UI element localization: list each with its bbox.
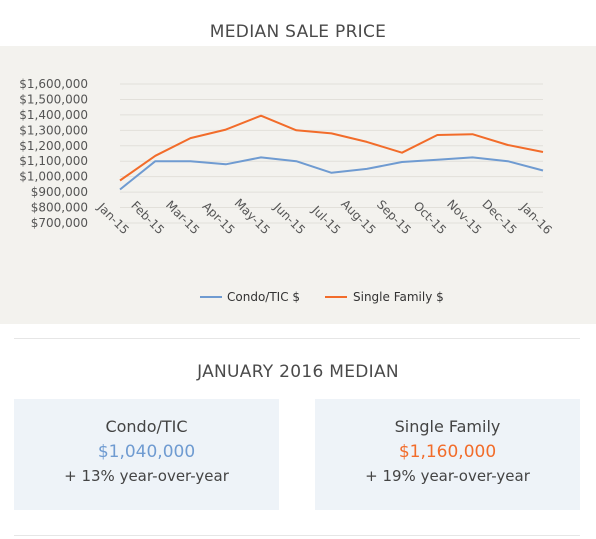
x-tick-label: Jan-16: [517, 200, 555, 238]
condo-yoy-change: + 13% year-over-year: [64, 467, 229, 485]
section-divider: [14, 338, 580, 339]
line-chart: $700,000$800,000 $900,000$1,000,000 $1,100…: [19, 77, 555, 304]
legend: Condo/TIC $ Single Family $: [200, 290, 444, 304]
grid-lines: [120, 83, 543, 224]
section-divider: [14, 535, 580, 536]
y-tick-label: $800,000: [31, 201, 88, 215]
y-tick-label: $1,600,000: [19, 77, 88, 91]
legend-label: Single Family $: [353, 290, 444, 304]
x-tick-label: May-15: [232, 196, 273, 237]
single-family-summary-card: Single Family $1,160,000 + 19% year-over…: [315, 399, 580, 510]
single-family-yoy-change: + 19% year-over-year: [365, 467, 530, 485]
condo-median-value: $1,040,000: [97, 442, 196, 462]
x-tick-label: Sep-15: [374, 197, 414, 237]
summary-title: JANUARY 2016 MEDIAN: [197, 362, 399, 382]
series-lines: [119, 114, 544, 191]
y-tick-label: $1,100,000: [19, 154, 88, 168]
y-tick-label: $1,000,000: [19, 170, 88, 184]
legend-label: Condo/TIC $: [227, 290, 300, 304]
x-tick-label: Dec-15: [479, 197, 519, 237]
x-tick-label: Jun-15: [270, 199, 308, 237]
single-family-label: Single Family: [394, 417, 501, 436]
y-tick-label: $1,500,000: [19, 92, 88, 106]
chart-panel: $700,000 $800,000 $900,000 $1,000,000 $1,100…: [0, 46, 596, 324]
series-line-condo: [119, 156, 544, 191]
y-tick-label: $700,000: [31, 216, 88, 230]
condo-label: Condo/TIC: [105, 417, 188, 436]
single-family-median-value: $1,160,000: [398, 442, 497, 462]
series-line-single-family: [119, 114, 544, 182]
y-tick-label: $900,000: [31, 185, 88, 199]
x-tick-label: Mar-15: [163, 198, 202, 237]
x-tick-label: Jan-15: [94, 200, 132, 238]
condo-summary-card: Condo/TIC $1,040,000 + 13% year-over-yea…: [14, 399, 279, 510]
chart-title: MEDIAN SALE PRICE: [209, 22, 387, 42]
y-tick-label: $1,400,000: [19, 108, 88, 122]
y-tick-label: $1,200,000: [19, 139, 88, 153]
x-tick-label: Nov-15: [444, 197, 484, 237]
y-tick-label: $1,300,000: [19, 123, 88, 137]
x-tick-label: Aug-15: [338, 197, 378, 237]
x-tick-label: Oct-15: [411, 199, 449, 237]
x-tick-label: Feb-15: [128, 198, 167, 237]
y-axis: $700,000$800,000 $900,000$1,000,000 $1,100…: [19, 77, 88, 230]
